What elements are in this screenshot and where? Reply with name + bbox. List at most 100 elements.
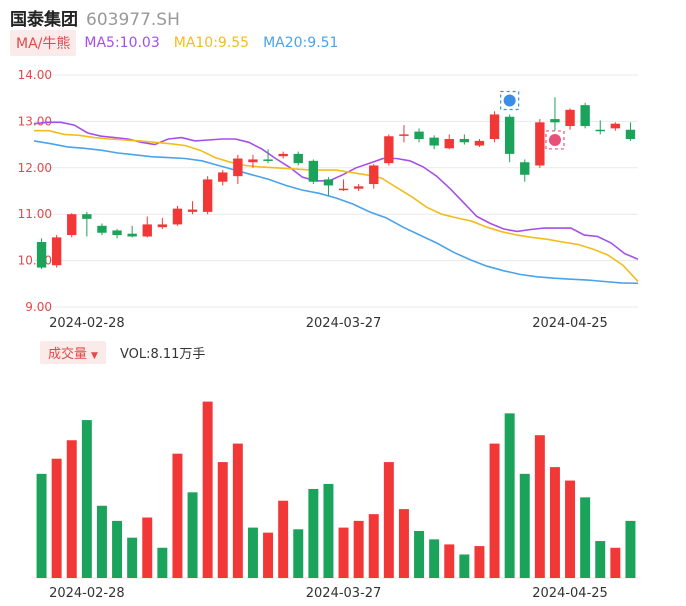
candle-body xyxy=(489,114,500,140)
volume-bar xyxy=(580,497,591,578)
volume-bar xyxy=(625,520,636,578)
red-marker-icon xyxy=(548,133,561,146)
candle-body xyxy=(172,208,183,225)
volume-bar xyxy=(81,420,92,578)
candle-body xyxy=(444,139,454,149)
volume-bar xyxy=(459,554,470,578)
candle-body xyxy=(218,172,228,182)
candle-body xyxy=(353,186,364,189)
candle-body xyxy=(36,242,47,268)
candle-body xyxy=(459,139,470,143)
volume-bar xyxy=(217,462,228,578)
candle-body xyxy=(414,131,424,140)
volume-bar xyxy=(127,537,138,578)
y-tick-label: 13.00 xyxy=(18,114,52,128)
price-axis: 14.00 13.00 12.00 11.00 10.00 9.00 xyxy=(18,68,52,314)
ma20-line xyxy=(33,140,639,285)
x-tick-label: 2024-03-27 xyxy=(306,316,382,331)
candle-body xyxy=(187,209,198,212)
candle-body xyxy=(580,105,590,127)
blue-marker-icon xyxy=(503,94,516,107)
candle-body xyxy=(369,165,379,185)
volume-bar xyxy=(610,547,621,578)
volume-bars xyxy=(36,401,636,578)
candle-body xyxy=(625,129,636,140)
ma20-label: MA20:9.51 xyxy=(263,35,339,51)
volume-bar xyxy=(51,458,62,578)
y-tick-label: 10.00 xyxy=(18,254,52,268)
y-tick-label: 14.00 xyxy=(18,68,52,82)
volume-bar xyxy=(565,480,576,578)
x-tick-label: 2024-04-25 xyxy=(532,586,608,601)
volume-bar xyxy=(142,517,153,578)
volume-bar xyxy=(293,529,304,578)
ma10-label: MA10:9.55 xyxy=(173,35,250,51)
candle-body xyxy=(293,153,303,164)
candle-body xyxy=(550,119,560,123)
candle-body xyxy=(535,122,545,166)
volume-bar xyxy=(383,462,394,578)
volume-bar xyxy=(519,473,530,578)
volume-bar xyxy=(338,527,349,578)
volume-bar xyxy=(112,520,123,578)
candle-body xyxy=(82,214,92,219)
ma10-line xyxy=(34,129,639,283)
volume-bar xyxy=(489,443,500,578)
y-tick-label: 11.00 xyxy=(18,207,52,221)
volume-bar xyxy=(368,514,379,578)
volume-selector-button[interactable]: 成交量 ▼ xyxy=(40,341,106,364)
candle-body xyxy=(248,159,258,163)
volume-bar xyxy=(398,509,409,578)
x-tick-label: 2024-02-28 xyxy=(49,586,125,601)
candle-body xyxy=(565,109,575,127)
ma-selector-button[interactable]: MA/牛熊 xyxy=(10,30,77,56)
event-markers xyxy=(500,90,565,150)
candle-body xyxy=(323,179,334,186)
candle-body xyxy=(504,116,515,154)
volume-bar xyxy=(66,440,77,578)
y-tick-label: 9.00 xyxy=(25,300,52,314)
x-tick-label: 2024-02-28 xyxy=(49,316,125,331)
volume-bar xyxy=(549,467,560,578)
x-tick-label: 2024-04-25 xyxy=(532,316,608,331)
candle-body xyxy=(474,140,485,146)
volume-bar xyxy=(323,483,334,578)
volume-bar xyxy=(187,492,198,578)
volume-bar xyxy=(429,539,440,578)
candles xyxy=(36,97,636,269)
candle-body xyxy=(157,224,168,228)
volume-legend: 成交量 ▼ VOL:8.11万手 xyxy=(40,341,205,364)
stock-code: 603977.SH xyxy=(86,10,180,30)
volume-bar xyxy=(96,505,107,578)
volume-bar xyxy=(247,527,258,578)
candle-body xyxy=(399,134,409,136)
volume-bar xyxy=(172,453,183,578)
volume-bar xyxy=(202,401,213,578)
volume-bar xyxy=(232,443,243,578)
candle-body xyxy=(384,136,394,164)
ma-legend: MA/牛熊 MA5:10.03 MA10:9.55 MA20:9.51 xyxy=(10,30,352,56)
candle-body xyxy=(142,224,152,237)
volume-bar xyxy=(353,520,364,578)
candle-body xyxy=(127,233,137,237)
marker-frame xyxy=(500,90,520,111)
volume-bar xyxy=(444,544,455,578)
stock-name: 国泰集团 xyxy=(10,10,78,30)
marker-frame xyxy=(545,130,565,150)
candle-body xyxy=(308,160,319,182)
candle-body xyxy=(595,129,605,132)
volume-x-axis: 2024-02-28 2024-03-27 2024-04-25 xyxy=(49,586,608,601)
volume-bar xyxy=(504,413,515,578)
candle-body xyxy=(429,137,439,146)
ma5-label: MA5:10.03 xyxy=(84,35,160,51)
candle-body xyxy=(263,159,273,161)
price-x-axis: 2024-02-28 2024-03-27 2024-04-25 xyxy=(49,316,608,331)
candle-body xyxy=(278,153,288,157)
volume-bar xyxy=(534,435,545,578)
candle-body xyxy=(51,237,62,266)
candle-body xyxy=(67,214,77,236)
dropdown-arrow-icon: ▼ xyxy=(91,351,98,361)
ma-lines xyxy=(33,121,639,285)
candle-body xyxy=(202,179,213,212)
